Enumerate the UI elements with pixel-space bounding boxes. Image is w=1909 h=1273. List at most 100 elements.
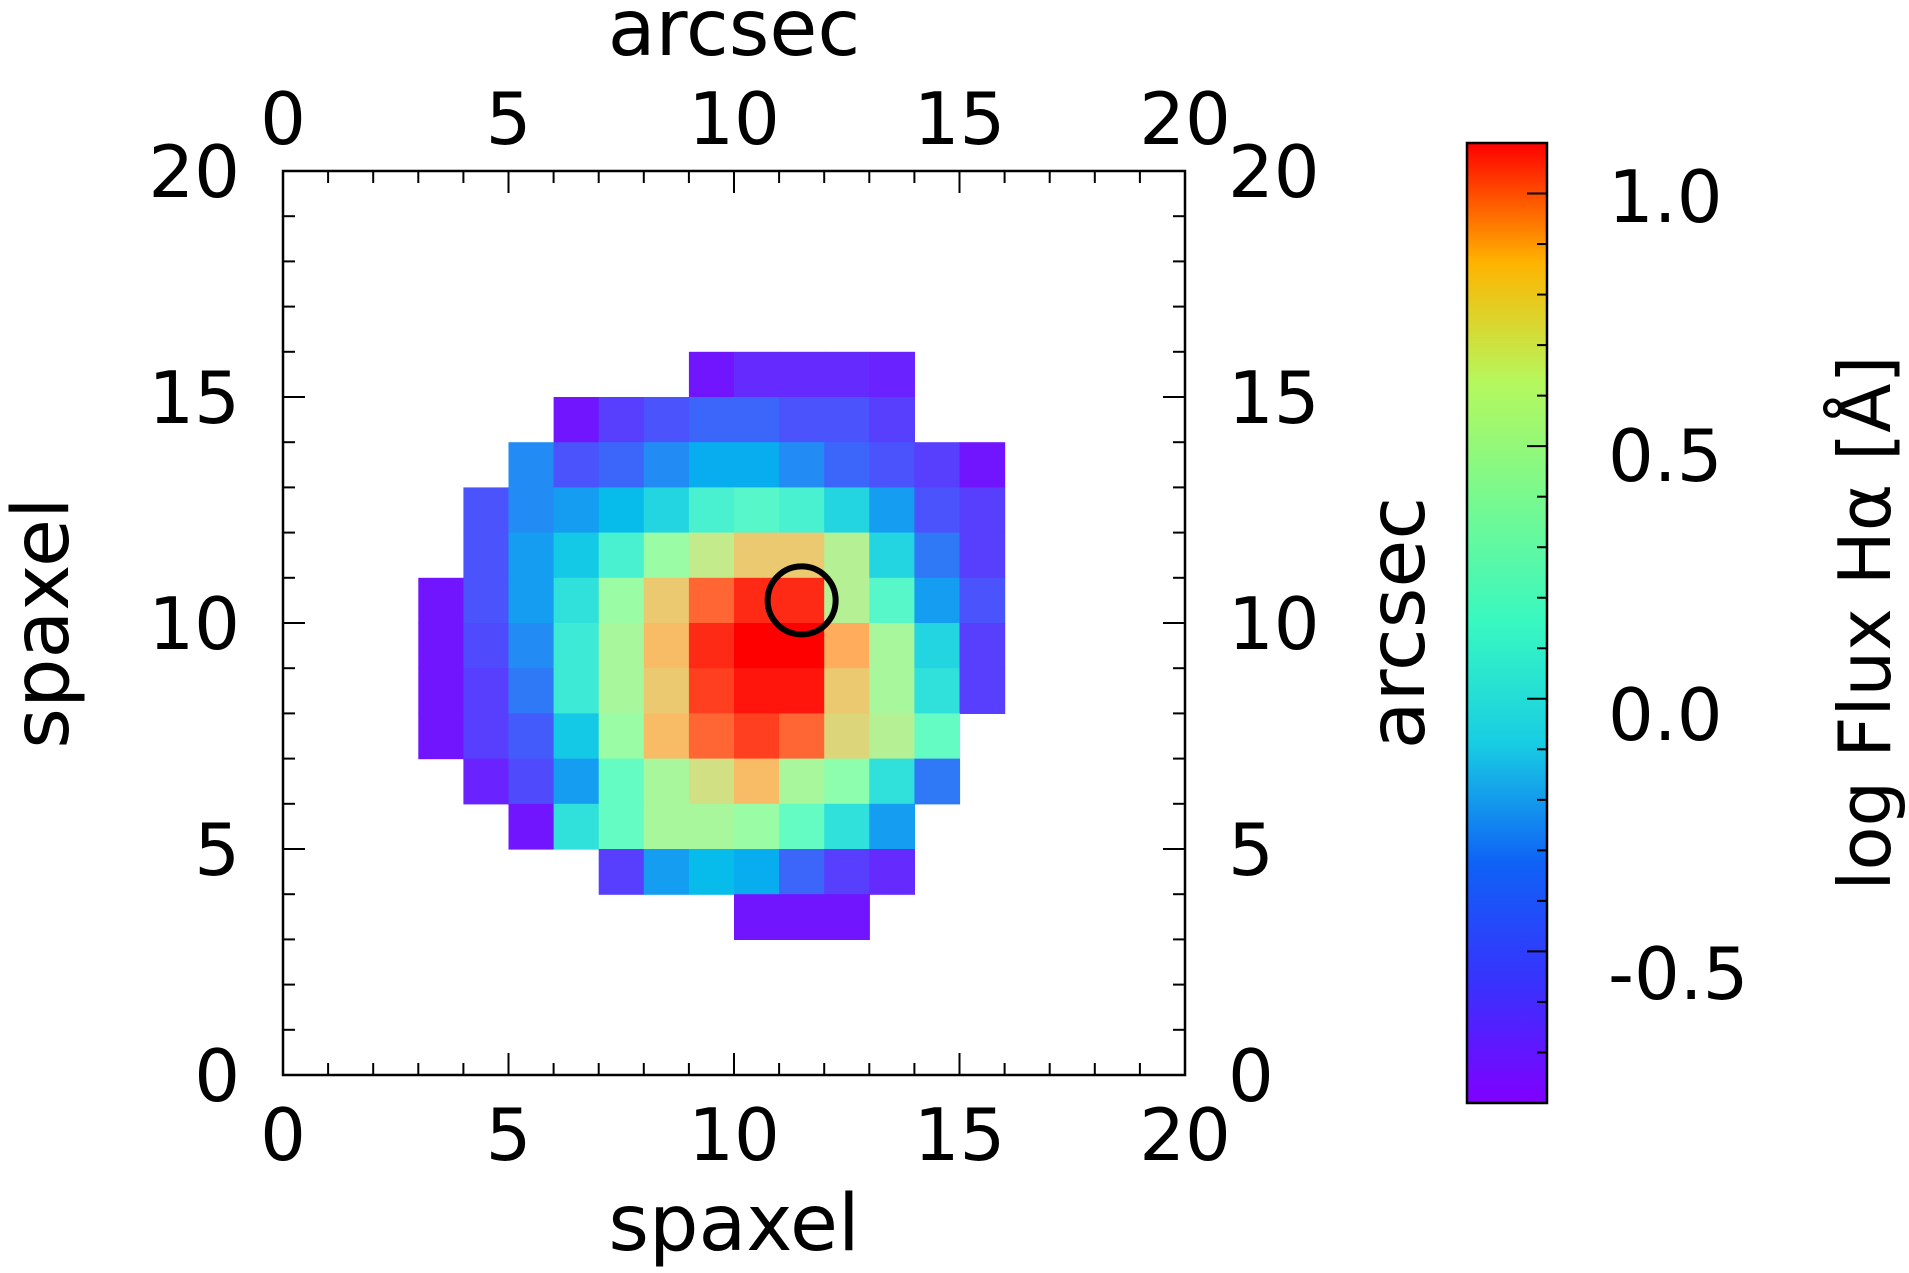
x-tick-label-top: 20 [1139,77,1231,161]
heatmap-cell [734,849,780,895]
heatmap-cell [779,351,825,398]
heatmap-cell [598,442,645,488]
heatmap-cell [463,487,510,534]
y-tick-label-left: 15 [148,356,240,440]
heatmap-cell [869,442,915,488]
heatmap-cell [508,532,555,579]
heatmap-cell [508,623,555,669]
heatmap-cell [734,532,780,579]
heatmap-cell [418,713,464,760]
heatmap-cell [824,668,870,714]
x-tick-label-bottom: 20 [1139,1093,1231,1177]
heatmap-cell [779,803,825,850]
heatmap-cell [734,894,780,940]
heatmap-cell [643,758,690,805]
x-tick-label-top: 15 [914,77,1006,161]
heatmap-cell [643,849,690,895]
heatmap-cell [779,758,825,805]
heatmap-cell [779,713,825,760]
colorbar-tick-label: 1.0 [1608,155,1723,239]
heatmap-cell [643,623,690,669]
heatmap-cell [869,487,915,534]
heatmap-cell [914,713,961,760]
heatmap-cell [688,442,735,488]
x-tick-label-top: 5 [486,77,532,161]
heatmap-cell [869,713,915,760]
y-tick-label-right: 20 [1228,130,1320,214]
heatmap-cell [824,803,870,850]
heatmap-cell [598,668,645,714]
y-tick-label-right: 15 [1228,356,1320,440]
heatmap-cell [463,532,510,579]
heatmap-cell [553,758,600,805]
heatmap-cell [869,397,915,443]
heatmap-cell [734,803,780,850]
heatmap-cell [643,532,690,579]
heatmap-cell [598,397,645,443]
heatmap-cell [869,849,915,895]
x-tick-label-top: 0 [260,77,306,161]
circle-marker [764,563,839,638]
heatmap-cell [643,577,690,624]
heatmap-cell [734,442,780,488]
heatmap-cell [598,758,645,805]
heatmap-cell [553,397,600,443]
heatmap-cells [418,351,1006,940]
heatmap-cell [688,668,735,714]
heatmap-cell [959,623,1006,669]
heatmap-cell [508,577,555,624]
y-tick-label-right: 0 [1228,1034,1274,1118]
heatmap-cell [688,351,735,398]
heatmap-cell [824,849,870,895]
heatmap-cell [598,713,645,760]
heatmap-cell [734,487,780,534]
heatmap-cell [508,442,555,488]
heatmap-cell [418,623,464,669]
heatmap-cell [463,758,510,805]
heatmap-cell [914,577,961,624]
heatmap-cell [959,532,1006,579]
heatmap-cell [779,668,825,714]
heatmap-cell [914,487,961,534]
heatmap-cell [824,758,870,805]
heatmap-cell [734,351,780,398]
heatmap-cell [553,532,600,579]
y-axis-label: spaxel [0,497,87,748]
heatmap-cell [553,442,600,488]
heatmap-cell [824,351,870,398]
heatmap-cell [869,758,915,805]
heatmap-cell [779,849,825,895]
heatmap-cell [643,803,690,850]
x-tick-label-bottom: 10 [688,1093,780,1177]
heatmap-cell [824,713,870,760]
heatmap-cell [688,577,735,624]
heatmap-cell [914,623,961,669]
x-axis-label: spaxel [608,1179,859,1269]
y-tick-label-right: 5 [1228,808,1274,892]
x-tick-label-bottom: 15 [914,1093,1006,1177]
heatmap-cell [959,668,1006,714]
heatmap-cell [598,577,645,624]
heatmap-cell [869,668,915,714]
y-tick-label-left: 5 [194,808,240,892]
heatmap-cell [418,577,464,624]
heatmap-cell [959,442,1006,488]
heatmap-cell [463,713,510,760]
heatmap-cell [959,577,1006,624]
x-tick-label-bottom: 5 [486,1093,532,1177]
heatmap-cell [734,397,780,443]
colorbar-ticks [1527,142,1547,1104]
heatmap-cell [824,623,870,669]
heatmap-cell [508,713,555,760]
heatmap-cell [869,623,915,669]
heatmap-cell [418,668,464,714]
colorbar-label: log Flux Hα [Å] [1823,355,1907,890]
heatmap-cell [508,487,555,534]
heatmap-cell [643,487,690,534]
x-tick-label-top: 10 [688,77,780,161]
heatmap-cell [508,668,555,714]
y-tick-label-left: 20 [148,130,240,214]
heatmap-cell [869,351,915,398]
heatmap-cell [508,758,555,805]
heatmap-cell [914,668,961,714]
